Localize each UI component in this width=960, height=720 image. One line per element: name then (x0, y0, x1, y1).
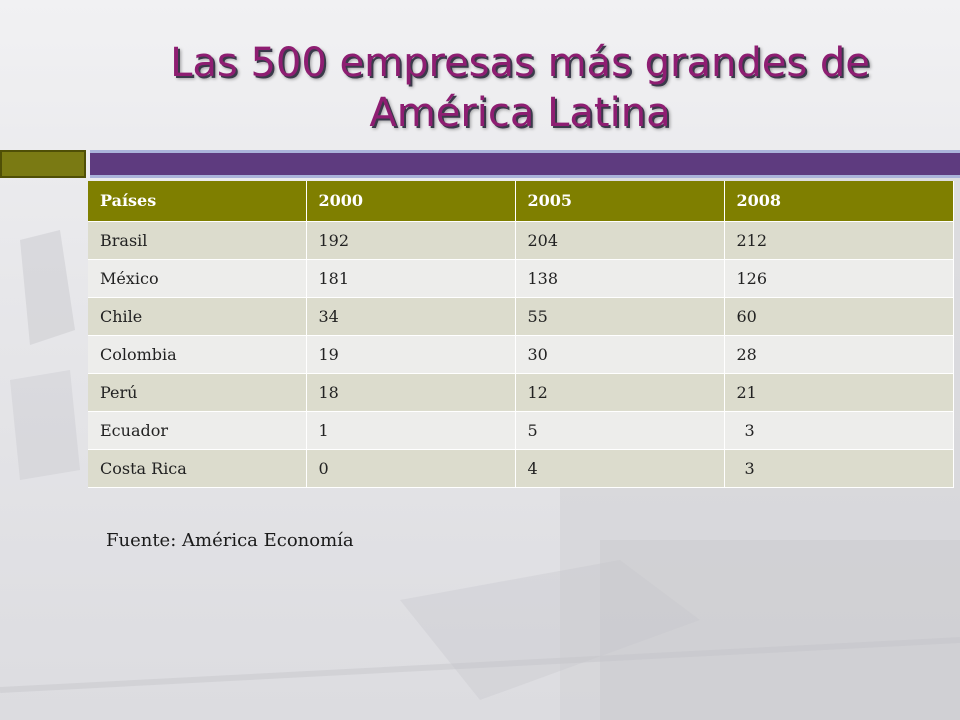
cell-country: Perú (88, 373, 307, 412)
table-row: México 181 138 126 (88, 259, 954, 298)
cell-country: Brasil (88, 221, 307, 260)
cell-2000: 192 (306, 221, 516, 260)
table-row: Perú 18 12 21 (88, 373, 954, 412)
table-row: Brasil 192 204 212 (88, 221, 954, 260)
cell-2008: 3 (724, 449, 954, 488)
slide-title-line-2: América Latina (369, 90, 671, 136)
slide-title-line-1: Las 500 empresas más grandes de (170, 40, 870, 86)
cell-2000: 1 (306, 411, 516, 450)
table-header-row: Países 2000 2005 2008 (88, 181, 954, 222)
cell-2000: 34 (306, 297, 516, 336)
header-2005: 2005 (515, 181, 725, 222)
cell-2005: 12 (515, 373, 725, 412)
cell-2000: 18 (306, 373, 516, 412)
cell-2008: 126 (724, 259, 954, 298)
cell-country: Colombia (88, 335, 307, 374)
cell-country: Ecuador (88, 411, 307, 450)
cell-2005: 4 (515, 449, 725, 488)
table-row: Ecuador 1 5 3 (88, 411, 954, 450)
accent-bar-purple (90, 150, 960, 178)
cell-2000: 181 (306, 259, 516, 298)
table-row: Colombia 19 30 28 (88, 335, 954, 374)
cell-2005: 55 (515, 297, 725, 336)
cell-2005: 138 (515, 259, 725, 298)
header-countries: Países (88, 181, 307, 222)
cell-2000: 19 (306, 335, 516, 374)
companies-table: Países 2000 2005 2008 Brasil 192 204 212… (88, 181, 954, 488)
slide-title: Las 500 empresas más grandes de América … (0, 38, 960, 138)
cell-country: Costa Rica (88, 449, 307, 488)
table-row: Chile 34 55 60 (88, 297, 954, 336)
cell-2005: 30 (515, 335, 725, 374)
header-2008: 2008 (724, 181, 954, 222)
cell-2008: 60 (724, 297, 954, 336)
cell-2008: 28 (724, 335, 954, 374)
cell-2000: 0 (306, 449, 516, 488)
header-2000: 2000 (306, 181, 516, 222)
cell-2008: 3 (724, 411, 954, 450)
cell-2008: 212 (724, 221, 954, 260)
cell-2005: 204 (515, 221, 725, 260)
cell-country: México (88, 259, 307, 298)
source-note: Fuente: América Economía (106, 530, 354, 551)
cell-country: Chile (88, 297, 307, 336)
accent-bar-olive (0, 150, 86, 178)
cell-2008: 21 (724, 373, 954, 412)
table-row: Costa Rica 0 4 3 (88, 449, 954, 488)
cell-2005: 5 (515, 411, 725, 450)
